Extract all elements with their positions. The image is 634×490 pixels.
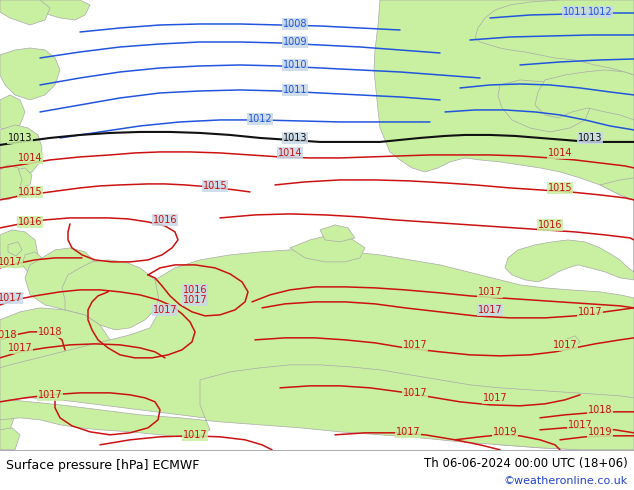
Polygon shape bbox=[62, 260, 160, 330]
Text: 1013: 1013 bbox=[8, 133, 32, 143]
Polygon shape bbox=[0, 308, 110, 390]
Text: 1014: 1014 bbox=[548, 148, 573, 158]
Polygon shape bbox=[0, 0, 90, 20]
Text: 1017: 1017 bbox=[567, 420, 592, 430]
Text: 1011: 1011 bbox=[563, 7, 587, 17]
Text: 1018: 1018 bbox=[588, 405, 612, 415]
Polygon shape bbox=[12, 168, 32, 188]
Text: 1017: 1017 bbox=[477, 287, 502, 297]
Polygon shape bbox=[320, 225, 355, 242]
Text: 1013: 1013 bbox=[283, 133, 307, 143]
Text: 1016: 1016 bbox=[538, 220, 562, 230]
Text: 1017: 1017 bbox=[183, 430, 207, 440]
Text: 1019: 1019 bbox=[588, 427, 612, 437]
Text: 1015: 1015 bbox=[548, 183, 573, 193]
Text: 1015: 1015 bbox=[203, 181, 228, 191]
Text: 1014: 1014 bbox=[278, 148, 302, 158]
Polygon shape bbox=[0, 165, 22, 200]
Polygon shape bbox=[450, 0, 505, 18]
Text: 1017: 1017 bbox=[553, 340, 578, 350]
Text: 1009: 1009 bbox=[283, 37, 307, 47]
Text: 1017: 1017 bbox=[37, 390, 62, 400]
Polygon shape bbox=[0, 250, 634, 450]
Text: 1017: 1017 bbox=[482, 393, 507, 403]
Text: 1017: 1017 bbox=[0, 257, 22, 267]
Polygon shape bbox=[0, 125, 42, 178]
Text: 1016: 1016 bbox=[18, 217, 42, 227]
Polygon shape bbox=[570, 0, 634, 80]
Text: 1011: 1011 bbox=[283, 85, 307, 95]
Polygon shape bbox=[0, 365, 634, 450]
Text: 1017: 1017 bbox=[396, 427, 420, 437]
Polygon shape bbox=[380, 0, 634, 120]
Text: 1019: 1019 bbox=[493, 427, 517, 437]
Polygon shape bbox=[0, 368, 5, 390]
Polygon shape bbox=[475, 0, 634, 75]
Polygon shape bbox=[0, 95, 25, 130]
Text: 1012: 1012 bbox=[588, 7, 612, 17]
Text: 1017: 1017 bbox=[153, 305, 178, 315]
Text: 1013: 1013 bbox=[578, 133, 602, 143]
Polygon shape bbox=[400, 0, 450, 12]
Polygon shape bbox=[505, 178, 634, 282]
Text: 1016: 1016 bbox=[183, 285, 207, 295]
Polygon shape bbox=[500, 0, 545, 20]
Polygon shape bbox=[0, 48, 60, 100]
Polygon shape bbox=[290, 235, 365, 262]
Polygon shape bbox=[0, 385, 20, 415]
Text: 1018: 1018 bbox=[38, 327, 62, 337]
Text: 1017: 1017 bbox=[578, 307, 602, 317]
Polygon shape bbox=[0, 408, 15, 432]
Text: 1016: 1016 bbox=[153, 215, 178, 225]
Text: Surface pressure [hPa] ECMWF: Surface pressure [hPa] ECMWF bbox=[6, 460, 200, 472]
Text: 1017: 1017 bbox=[0, 293, 22, 303]
Text: ©weatheronline.co.uk: ©weatheronline.co.uk bbox=[503, 476, 628, 486]
Text: 1018: 1018 bbox=[0, 330, 17, 340]
Text: 1015: 1015 bbox=[18, 187, 42, 197]
Text: 1017: 1017 bbox=[403, 388, 427, 398]
Text: 1017: 1017 bbox=[183, 295, 207, 305]
Polygon shape bbox=[0, 230, 38, 268]
Text: 1010: 1010 bbox=[283, 60, 307, 70]
Polygon shape bbox=[0, 428, 20, 450]
Polygon shape bbox=[0, 0, 50, 25]
Polygon shape bbox=[22, 252, 42, 272]
Text: 1008: 1008 bbox=[283, 19, 307, 29]
Text: Th 06-06-2024 00:00 UTC (18+06): Th 06-06-2024 00:00 UTC (18+06) bbox=[424, 457, 628, 470]
Polygon shape bbox=[565, 336, 580, 348]
Text: 1014: 1014 bbox=[18, 153, 42, 163]
Text: 1017: 1017 bbox=[8, 343, 32, 353]
Polygon shape bbox=[535, 70, 634, 120]
Text: 1012: 1012 bbox=[248, 114, 273, 124]
Polygon shape bbox=[498, 80, 590, 132]
Text: 1017: 1017 bbox=[403, 340, 427, 350]
Polygon shape bbox=[530, 0, 634, 40]
Text: 1017: 1017 bbox=[477, 305, 502, 315]
Polygon shape bbox=[8, 242, 22, 256]
Polygon shape bbox=[25, 248, 100, 310]
Polygon shape bbox=[374, 0, 634, 200]
